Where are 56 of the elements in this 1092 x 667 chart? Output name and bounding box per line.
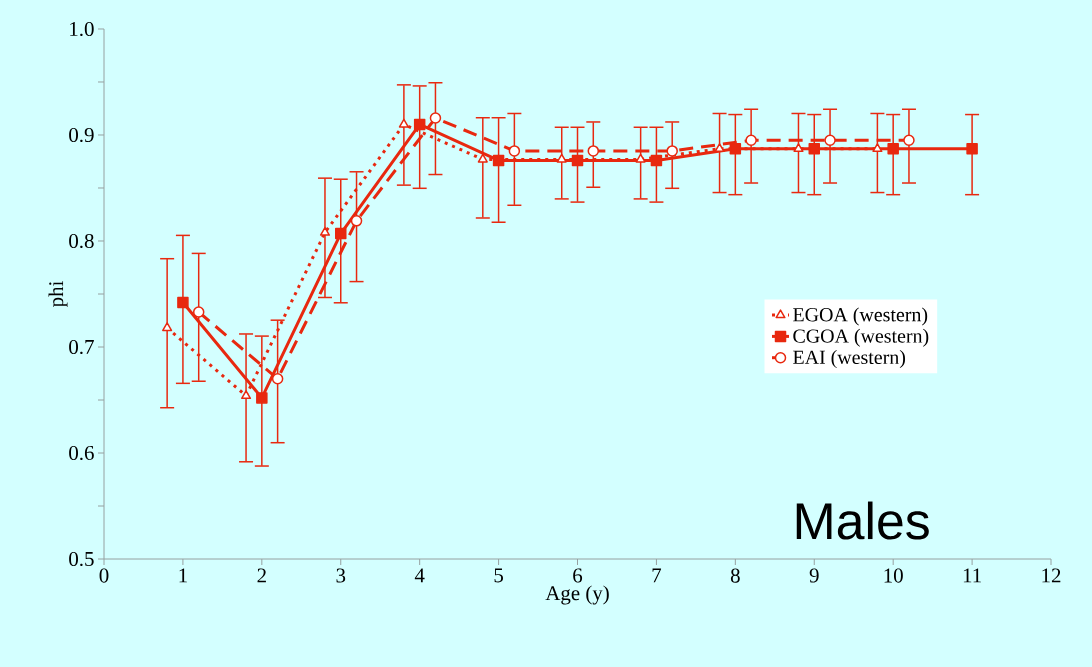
point — [477, 153, 488, 163]
point — [256, 392, 268, 404]
legend-label: EGOA (western) — [793, 307, 928, 326]
point — [635, 153, 646, 163]
point — [192, 306, 205, 318]
point — [162, 322, 173, 332]
point — [808, 143, 821, 155]
x-tick-label: 6 — [573, 568, 583, 583]
y-tick-label: 1.0 — [70, 21, 94, 37]
point — [887, 143, 899, 155]
point — [398, 118, 409, 128]
legend-label: CGOA (western) — [793, 328, 929, 347]
y-axis-title: phi — [48, 281, 68, 308]
x-tick-label: 2 — [257, 568, 266, 583]
x-tick-label: 10 — [884, 568, 903, 583]
point — [666, 145, 678, 157]
point — [429, 112, 442, 124]
point — [745, 134, 757, 147]
y-tick-label: 0.9 — [69, 127, 94, 143]
point — [177, 296, 189, 309]
point — [966, 143, 978, 155]
point — [492, 154, 505, 167]
point — [240, 390, 252, 400]
x-tick-label: 3 — [336, 568, 346, 583]
point — [350, 215, 363, 227]
x-tick-label: 12 — [1042, 568, 1061, 583]
point — [571, 154, 584, 167]
x-axis-title: Age (y) — [545, 585, 609, 605]
point — [508, 145, 521, 157]
x-tick-label: 1 — [179, 568, 187, 583]
point — [556, 153, 567, 163]
point — [793, 143, 804, 153]
x-tick-label: 4 — [414, 568, 425, 583]
annotation: Males — [796, 501, 929, 540]
x-tick-label: 0 — [99, 568, 109, 583]
point — [650, 154, 663, 167]
y-tick-label: 0.8 — [69, 233, 94, 249]
y-tick-label: 0.5 — [69, 551, 94, 567]
x-tick-label: 5 — [494, 568, 503, 583]
legend-label: EAI (western) — [793, 350, 906, 369]
x-tick-label: 7 — [652, 568, 662, 583]
point — [587, 145, 600, 157]
point — [824, 134, 836, 147]
x-tick-label: 8 — [730, 568, 740, 583]
point — [714, 143, 725, 153]
point — [729, 143, 742, 155]
x-tick-label: 11 — [963, 568, 981, 583]
point — [319, 226, 331, 236]
point — [271, 373, 284, 385]
x-tick-label: 9 — [809, 568, 819, 583]
y-tick-label: 0.6 — [69, 445, 94, 461]
y-tick-label: 0.7 — [69, 339, 94, 355]
point — [335, 227, 347, 240]
point — [872, 143, 883, 153]
point — [903, 134, 915, 147]
point — [413, 118, 426, 131]
